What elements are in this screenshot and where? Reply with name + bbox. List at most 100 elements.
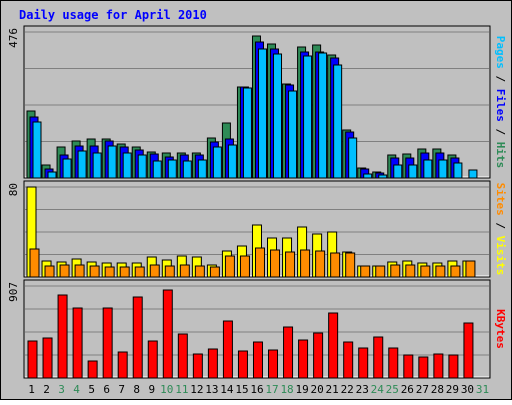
- bar-sites-day-20: [315, 250, 326, 278]
- bar-sites-day-14: [224, 255, 235, 278]
- x-tick-label-day-18: 18: [280, 383, 293, 396]
- bar-pages-day-23: [363, 173, 373, 179]
- x-tick-label-day-5: 5: [88, 383, 95, 396]
- x-tick-label-day-21: 21: [326, 383, 339, 396]
- bar-pages-day-10: [167, 159, 177, 179]
- bar-pages-day-17: [273, 53, 283, 179]
- bar-sites-day-15: [239, 255, 250, 278]
- bar-sites-day-3: [59, 264, 70, 278]
- bar-pages-day-2: [47, 171, 57, 179]
- bar-kbytes-day-23: [358, 347, 369, 379]
- series-pages: [32, 48, 478, 179]
- bar-pages-day-20: [318, 52, 328, 179]
- y-axis-legend-label: Pages / Files / Hits: [494, 36, 507, 169]
- bar-sites-day-22: [345, 252, 356, 278]
- x-tick-label-day-10: 10: [160, 383, 173, 396]
- x-tick-label-day-23: 23: [356, 383, 369, 396]
- x-tick-label-day-11: 11: [175, 383, 188, 396]
- bar-sites-day-28: [435, 265, 446, 278]
- bar-sites-day-13: [209, 266, 220, 278]
- panel-1: 476 Pages / Files / Hits: [7, 25, 507, 179]
- y-axis-legend-label: KBytes: [494, 309, 507, 349]
- bar-pages-day-7: [122, 152, 132, 179]
- bar-kbytes-day-18: [283, 326, 294, 379]
- panel-2: 80 Sites / Visits: [7, 180, 507, 278]
- y-max-label: 907: [7, 282, 20, 302]
- x-tick-label-day-14: 14: [220, 383, 234, 396]
- bar-kbytes-day-30: [463, 322, 474, 379]
- bar-kbytes-day-1: [27, 340, 38, 379]
- bar-sites-day-11: [179, 264, 190, 278]
- bar-kbytes-day-16: [252, 341, 263, 379]
- bar-pages-day-28: [438, 159, 448, 179]
- bar-kbytes-day-20: [313, 332, 324, 379]
- bar-sites-day-26: [405, 264, 416, 278]
- bar-sites-day-17: [270, 249, 281, 278]
- legend-part: Sites: [494, 183, 507, 216]
- bar-sites-day-29: [450, 265, 461, 278]
- x-tick-label-day-25: 25: [386, 383, 399, 396]
- bar-sites-day-4: [74, 264, 85, 278]
- bar-pages-day-27: [423, 159, 433, 179]
- bar-pages-day-6: [107, 145, 117, 179]
- bar-pages-day-5: [92, 152, 102, 179]
- bar-kbytes-day-26: [403, 354, 414, 379]
- x-tick-label-day-19: 19: [295, 383, 308, 396]
- legend-part: /: [494, 122, 507, 142]
- bar-kbytes-day-8: [132, 296, 143, 379]
- bar-kbytes-day-5: [87, 360, 98, 379]
- bar-kbytes-day-2: [42, 337, 53, 379]
- bar-sites-day-6: [104, 266, 115, 278]
- bar-pages-day-25: [393, 164, 403, 179]
- legend-part: Visits: [494, 236, 507, 276]
- bar-kbytes-day-29: [448, 354, 459, 379]
- bar-sites-day-9: [149, 264, 160, 278]
- bar-kbytes-day-24: [373, 336, 384, 379]
- bar-pages-day-22: [348, 137, 358, 179]
- bar-sites-day-1: [29, 248, 40, 278]
- x-tick-label-day-12: 12: [190, 383, 203, 396]
- bar-sites-day-2: [44, 265, 55, 278]
- bar-kbytes-day-3: [57, 294, 68, 379]
- bar-pages-day-12: [197, 159, 207, 179]
- x-tick-label-day-22: 22: [341, 383, 354, 396]
- legend-part: KBytes: [494, 309, 507, 349]
- x-tick-label-day-2: 2: [43, 383, 50, 396]
- bar-kbytes-day-11: [177, 333, 188, 379]
- x-tick-label-day-1: 1: [28, 383, 35, 396]
- legend-part: /: [494, 216, 507, 236]
- legend-part: Files: [494, 89, 507, 122]
- bar-sites-day-18: [285, 251, 296, 278]
- bar-kbytes-day-15: [237, 350, 248, 379]
- x-tick-label-day-31: 31: [476, 383, 489, 396]
- x-tick-label-day-24: 24: [371, 383, 385, 396]
- bar-kbytes-day-4: [72, 307, 83, 379]
- x-tick-label-day-26: 26: [401, 383, 414, 396]
- x-tick-label-day-9: 9: [148, 383, 155, 396]
- bar-kbytes-day-17: [268, 349, 279, 379]
- bar-kbytes-day-19: [298, 339, 309, 379]
- bar-pages-day-8: [137, 154, 147, 179]
- bar-sites-day-8: [134, 266, 145, 278]
- y-max-label: 80: [7, 183, 20, 196]
- x-tick-label-day-4: 4: [73, 383, 80, 396]
- bar-pages-day-19: [303, 55, 313, 179]
- x-tick-label-day-30: 30: [461, 383, 474, 396]
- y-axis-legend-label: Sites / Visits: [494, 183, 507, 276]
- bar-sites-day-19: [300, 249, 311, 278]
- bar-sites-day-5: [89, 265, 100, 278]
- bar-pages-day-26: [408, 164, 418, 179]
- bar-kbytes-day-27: [418, 356, 429, 379]
- bar-kbytes-day-9: [147, 340, 158, 379]
- bar-pages-day-9: [152, 160, 162, 179]
- bar-pages-day-18: [288, 90, 298, 179]
- x-tick-label-day-27: 27: [416, 383, 429, 396]
- x-tick-label-day-3: 3: [58, 383, 65, 396]
- bar-pages-day-29: [453, 162, 463, 179]
- x-axis-labels: 1 2 3 4 5 6 7 8 9 10 11 12 13 14 15 16 17 18 19 20 21 22 23 24 2…: [28, 383, 489, 396]
- bar-sites-day-12: [194, 265, 205, 278]
- legend-part: Hits: [494, 142, 507, 169]
- legend-part: Pages: [494, 36, 507, 69]
